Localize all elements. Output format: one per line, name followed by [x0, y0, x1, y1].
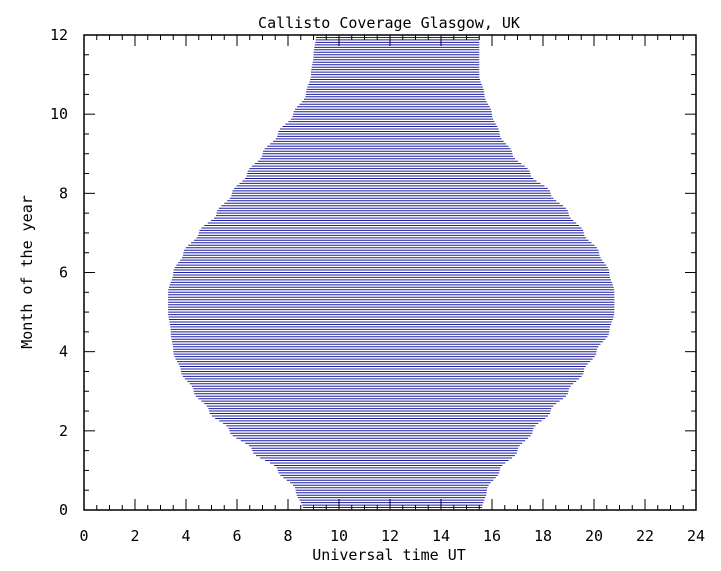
y-tick-label: 2	[59, 422, 68, 440]
x-tick-label: 14	[432, 527, 450, 545]
x-axis: 0 2 4 6 8 10 12 14 16 18 20 22 24	[79, 35, 705, 545]
chart-title: Callisto Coverage Glasgow, UK	[258, 14, 520, 32]
x-tick-label: 24	[687, 527, 705, 545]
x-tick-label: 2	[130, 527, 139, 545]
y-axis-label: Month of the year	[18, 195, 36, 349]
x-tick-label: 10	[330, 527, 348, 545]
x-tick-label: 4	[181, 527, 190, 545]
x-tick-label: 16	[483, 527, 501, 545]
y-tick-label: 10	[50, 105, 68, 123]
x-tick-label: 18	[534, 527, 552, 545]
y-tick-label: 12	[50, 26, 68, 44]
y-tick-label: 8	[59, 184, 68, 202]
x-axis-label: Universal time UT	[312, 546, 466, 564]
y-tick-label: 4	[59, 343, 68, 361]
y-tick-label: 0	[59, 501, 68, 519]
coverage-fill	[168, 34, 615, 511]
y-tick-label: 6	[59, 264, 68, 282]
x-tick-label: 8	[283, 527, 292, 545]
x-tick-label: 0	[79, 527, 88, 545]
y-axis: 0 2 4 6 8 10 12	[50, 26, 696, 519]
x-tick-label: 12	[381, 527, 399, 545]
x-tick-label: 20	[585, 527, 603, 545]
x-tick-label: 22	[636, 527, 654, 545]
x-tick-label: 6	[232, 527, 241, 545]
